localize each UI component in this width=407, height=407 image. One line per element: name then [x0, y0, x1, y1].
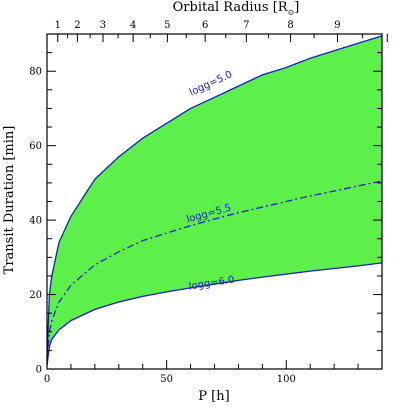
top-axis-label-close: ] [294, 0, 299, 15]
y-tick-label: 80 [29, 67, 42, 78]
top-tick-label: 8 [287, 20, 293, 31]
top-tick-label: 2 [74, 20, 80, 31]
y-tick-label: 20 [29, 290, 42, 301]
top-tick-label: 5 [164, 20, 170, 31]
tick-labels: 0 50 100 0 20 40 60 80 1 2 3 4 5 6 7 8 9 [29, 20, 340, 385]
plot-area [46, 35, 383, 366]
y-tick-label: 60 [29, 141, 42, 152]
top-tick-label: 6 [202, 20, 208, 31]
top-axis-label-main: Orbital Radius [R [173, 0, 289, 15]
top-tick-label: 3 [100, 20, 106, 31]
x-tick-label: 50 [160, 374, 173, 385]
x-tick-label: 0 [44, 374, 50, 385]
series-line-3 [46, 262, 383, 366]
x-tick-label: 100 [277, 374, 296, 385]
y-tick-label: 0 [36, 365, 42, 376]
axis-ticks [46, 33, 388, 370]
top-tick-label: 9 [334, 20, 340, 31]
top-tick-label: 4 [130, 20, 136, 31]
y-axis-label: Transit Duration [min] [2, 126, 17, 275]
y-tick-label: 40 [29, 216, 42, 227]
x-axis-label: P [h] [198, 389, 229, 404]
series-line-1 [46, 35, 383, 358]
allowed-region-fill [47, 35, 382, 366]
top-tick-label: 1 [55, 20, 61, 31]
top-axis-label: Orbital Radius [R⊙] [173, 0, 300, 17]
top-axis-label-sub: ⊙ [288, 8, 295, 17]
top-tick-label: 7 [243, 20, 249, 31]
